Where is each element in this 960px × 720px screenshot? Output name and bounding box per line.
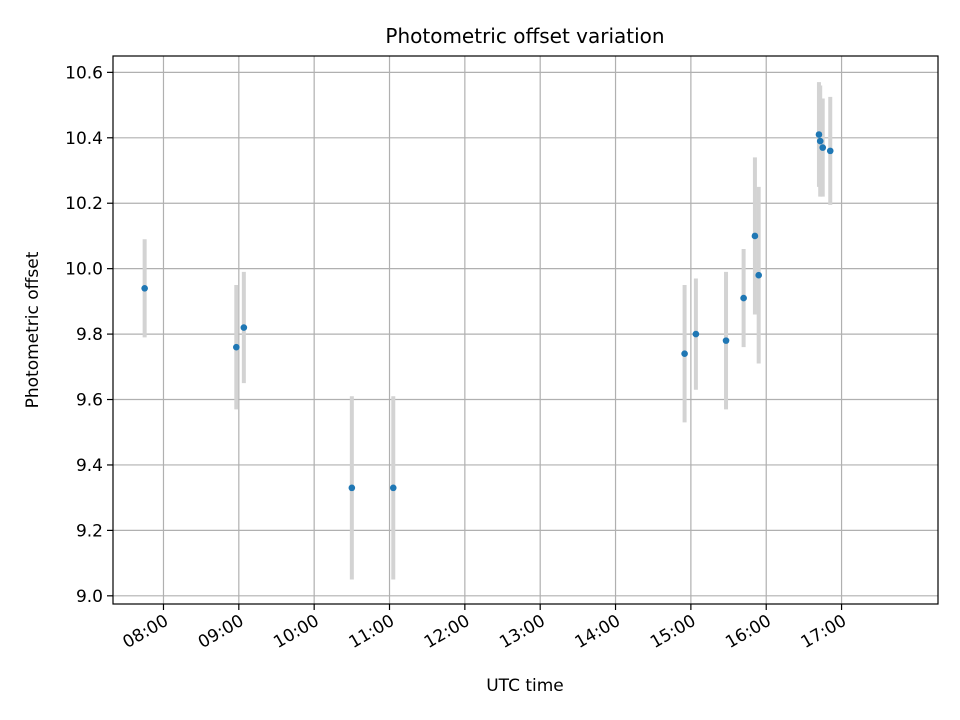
grid <box>113 56 938 604</box>
chart-title: Photometric offset variation <box>385 24 664 48</box>
y-axis-label: Photometric offset <box>23 251 43 408</box>
data-point <box>826 147 834 155</box>
data-point <box>815 131 823 138</box>
data-point <box>240 324 248 331</box>
y-tick-label: 10.2 <box>65 194 103 214</box>
data-points <box>141 131 834 492</box>
data-point <box>816 137 824 145</box>
data-point <box>740 294 747 302</box>
x-axis-label: UTC time <box>486 676 564 696</box>
y-tick-label: 10.6 <box>65 63 103 83</box>
y-tick-label: 9.2 <box>76 521 103 541</box>
y-tick-label: 10.4 <box>65 129 103 149</box>
y-tick-label: 9.8 <box>76 325 103 345</box>
y-tick-label: 9.4 <box>76 456 103 476</box>
data-point <box>233 343 240 351</box>
y-tick-label: 9.0 <box>76 587 103 607</box>
y-axis-ticks: 9.0 9.2 9.4 9.6 9.8 10.0 10.2 10.4 10.6 <box>65 63 113 607</box>
data-point <box>751 232 759 240</box>
plot-frame <box>112 55 939 605</box>
data-point <box>681 350 688 358</box>
data-point <box>692 330 700 338</box>
data-point <box>389 484 397 492</box>
y-tick-label: 9.6 <box>76 391 103 411</box>
data-point <box>348 484 356 492</box>
data-point <box>755 271 762 279</box>
y-tick-label: 10.0 <box>65 260 103 280</box>
data-point <box>141 284 148 292</box>
data-point <box>819 144 827 151</box>
data-point <box>722 337 730 344</box>
